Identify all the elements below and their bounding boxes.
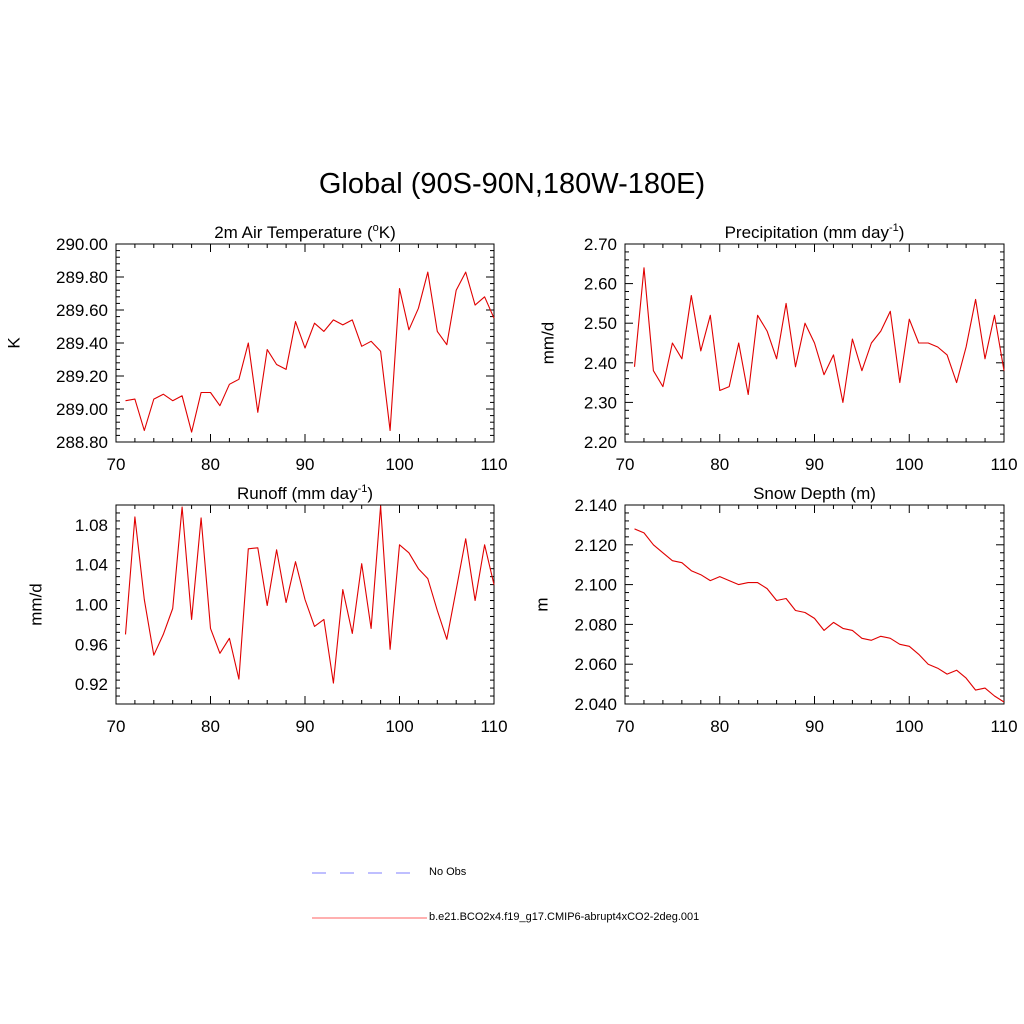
x-tick-label: 90 <box>296 455 315 474</box>
x-tick-label: 80 <box>201 717 220 736</box>
panel-title: Precipitation (mm day-1) <box>725 222 905 242</box>
series-line <box>125 271 495 433</box>
x-tick-label: 90 <box>805 455 824 474</box>
y-tick-label: 289.40 <box>56 334 108 353</box>
panel-title: Snow Depth (m) <box>753 484 876 503</box>
x-tick-label: 70 <box>616 455 635 474</box>
panel-2: 70 80 90 100 110 2.20 2.30 2.40 2.50 2.60 2.70 mm/d… <box>539 222 1018 474</box>
x-tick-label: 110 <box>480 455 507 474</box>
x-tick-label: 100 <box>385 455 413 474</box>
y-tick-label: 2.70 <box>584 235 617 254</box>
x-tick-label: 90 <box>296 717 315 736</box>
x-tick-label: 100 <box>895 717 923 736</box>
y-axis-label: m <box>533 597 552 611</box>
y-tick-label: 1.00 <box>75 596 108 615</box>
legend-model-label: b.e21.BCO2x4.f19_g17.CMIP6-abrupt4xCO2-2… <box>429 911 700 923</box>
y-tick-label: 2.060 <box>574 655 617 674</box>
figure-title: Global (90S-90N,180W-180E) <box>318 168 706 200</box>
y-tick-label: 0.92 <box>75 675 108 694</box>
y-tick-label: 2.30 <box>584 393 617 412</box>
y-axis-label: mm/d <box>27 583 46 626</box>
y-tick-label: 2.140 <box>574 496 617 515</box>
y-tick-label: 1.08 <box>75 516 108 535</box>
y-tick-label: 288.80 <box>56 433 108 452</box>
x-tick-label: 80 <box>710 455 729 474</box>
y-tick-label: 2.40 <box>584 354 617 373</box>
x-tick-label: 80 <box>710 717 729 736</box>
y-tick-label: 289.20 <box>56 367 108 386</box>
y-tick-label: 289.60 <box>56 301 108 320</box>
series-line <box>124 505 495 684</box>
x-tick-label: 110 <box>480 717 507 736</box>
panel-title: 2m Air Temperature (oK) <box>214 222 396 242</box>
x-tick-label: 90 <box>805 717 824 736</box>
x-tick-label: 100 <box>385 717 413 736</box>
y-tick-label: 289.00 <box>56 400 108 419</box>
panel-3: 70 80 90 100 110 0.92 0.96 1.00 1.04 1.08 mm/d Runo… <box>27 483 508 736</box>
x-tick-label: 80 <box>201 455 220 474</box>
y-axis-label: K <box>5 337 24 349</box>
series-line <box>634 528 1005 703</box>
y-tick-label: 2.040 <box>574 695 617 714</box>
y-tick-label: 2.60 <box>584 275 617 294</box>
y-axis-label: mm/d <box>539 322 558 365</box>
y-tick-label: 2.100 <box>574 576 617 595</box>
y-tick-label: 0.96 <box>75 635 108 654</box>
y-tick-label: 2.080 <box>574 615 617 634</box>
panel-1: 70 80 90 100 110 288.80 289.00 289.20 289.40 289.… <box>5 222 508 474</box>
y-tick-label: 290.00 <box>56 235 108 254</box>
y-tick-label: 2.120 <box>574 536 617 555</box>
x-tick-label: 110 <box>990 455 1017 474</box>
y-tick-label: 289.80 <box>56 268 108 287</box>
x-tick-label: 70 <box>107 717 126 736</box>
x-tick-label: 70 <box>616 717 635 736</box>
panel-title: Runoff (mm day-1) <box>237 483 373 503</box>
y-tick-label: 1.04 <box>75 556 108 575</box>
panel-4: 70 80 90 100 110 2.040 2.060 2.080 2.100 2.120 2.1… <box>533 484 1018 736</box>
x-tick-label: 110 <box>990 717 1017 736</box>
y-tick-label: 2.20 <box>584 433 617 452</box>
legend-obs-label: No Obs <box>429 866 467 878</box>
x-tick-label: 70 <box>107 455 126 474</box>
series-line <box>633 267 1005 403</box>
y-tick-label: 2.50 <box>584 314 617 333</box>
x-tick-label: 100 <box>895 455 923 474</box>
